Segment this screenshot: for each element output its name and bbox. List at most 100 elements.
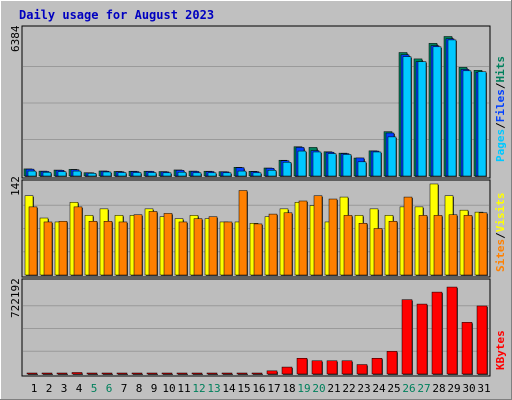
bar-sites <box>133 214 143 276</box>
bar-sites <box>268 213 278 276</box>
bar-pages <box>402 56 412 177</box>
bar-pages <box>252 172 262 177</box>
bar-kbytes <box>296 357 308 375</box>
bar-kbytes-shadow <box>88 374 98 375</box>
bar-sites <box>118 221 128 276</box>
bar-kbytes-shadow <box>178 374 188 375</box>
bar-kbytes <box>311 360 323 375</box>
legend-separator: / <box>494 232 507 239</box>
x-tick-label: 18 <box>282 382 295 395</box>
y-max-middle: 142 <box>9 176 22 196</box>
bar-kbytes <box>446 286 458 375</box>
bar-pages <box>342 154 352 177</box>
bar-sites <box>238 190 248 276</box>
y-max-bottom: 722192 <box>9 278 22 318</box>
bar-kbytes <box>101 372 113 375</box>
x-axis-labels: 1 2 3 4 5 6 7 8 9 10 11 12 13 14 15 16 17 18 19 20 21 22 23 24 2… <box>31 382 491 395</box>
bar-kbytes-shadow <box>238 374 248 375</box>
bar-kbytes <box>371 357 383 375</box>
bar-pages <box>357 161 367 177</box>
bar-pages <box>147 172 157 177</box>
x-tick-label: 11 <box>177 382 190 395</box>
bar-sites <box>148 211 158 276</box>
bar-sites <box>478 212 488 276</box>
x-tick-label: 8 <box>136 382 143 395</box>
bar-pages <box>57 171 67 177</box>
bar-kbytes-shadow <box>43 374 53 375</box>
x-tick-label: 13 <box>207 382 220 395</box>
bar-kbytes <box>401 299 413 375</box>
chart-title: Daily usage for August 2023 <box>19 8 214 22</box>
bar-pages <box>177 171 187 177</box>
bar-kbytes <box>416 303 428 375</box>
bar-kbytes <box>116 372 128 375</box>
x-tick-label: 4 <box>76 382 83 395</box>
x-tick-label: 26 <box>402 382 415 395</box>
x-tick-label: 28 <box>432 382 445 395</box>
bar-pages <box>417 61 427 177</box>
bar-pages <box>87 173 97 177</box>
bar-kbytes <box>326 360 338 375</box>
legend-group: Sites/Visits <box>494 193 507 273</box>
bar-pages <box>102 171 112 177</box>
bar-kbytes <box>431 291 443 375</box>
bar-pages <box>327 153 337 177</box>
bar-sites <box>163 213 173 276</box>
bar-pages <box>297 150 307 177</box>
bar-pages <box>207 172 217 177</box>
bar-pages <box>282 162 292 177</box>
bar-sites <box>448 214 458 276</box>
bar-sites <box>253 223 263 276</box>
bar-kbytes-shadow <box>208 374 218 375</box>
bar-kbytes <box>251 372 263 375</box>
bar-pages <box>192 172 202 177</box>
bar-kbytes-shadow <box>133 374 143 375</box>
x-tick-label: 3 <box>61 382 68 395</box>
bar-kbytes <box>341 360 353 375</box>
x-tick-label: 29 <box>447 382 460 395</box>
bar-kbytes-shadow <box>223 374 233 375</box>
bar-pages <box>462 70 472 177</box>
legend-text: Pages/Files/Hits <box>494 56 507 162</box>
x-tick-label: 24 <box>372 382 386 395</box>
legend-hits: Hits <box>494 56 507 83</box>
bar-sites <box>103 221 113 276</box>
bar-sites <box>313 195 323 276</box>
bar-kbytes <box>281 366 293 375</box>
bar-kbytes <box>386 351 398 375</box>
bar-kbytes <box>356 364 368 375</box>
bar-pages <box>432 46 442 177</box>
bar-sites <box>223 221 233 276</box>
bar-sites <box>433 215 443 276</box>
x-tick-label: 6 <box>106 382 113 395</box>
x-tick-label: 9 <box>151 382 158 395</box>
bar-kbytes-shadow <box>163 374 173 375</box>
bar-kbytes-shadow <box>58 374 68 375</box>
bar-sites <box>388 221 398 276</box>
bar-kbytes <box>41 372 53 375</box>
bar-sites <box>298 200 308 276</box>
bar-sites <box>58 221 68 276</box>
bar-kbytes-shadow <box>103 374 113 375</box>
x-tick-label: 21 <box>327 382 340 395</box>
x-tick-label: 1 <box>31 382 38 395</box>
x-tick-label: 25 <box>387 382 400 395</box>
bar-sites <box>328 198 338 276</box>
bar-kbytes <box>461 322 473 375</box>
bar-kbytes-shadow <box>148 374 158 375</box>
x-tick-label: 30 <box>462 382 475 395</box>
bar-pages <box>372 151 382 177</box>
bar-pages <box>267 170 277 177</box>
bar-sites <box>463 215 473 276</box>
legend-text: Sites/Visits <box>494 193 507 273</box>
legend-text: KBytes <box>494 330 507 370</box>
bar-kbytes <box>176 372 188 375</box>
bar-kbytes <box>191 372 203 375</box>
bar-pages <box>447 39 457 177</box>
bar-kbytes <box>131 372 143 375</box>
bar-sites <box>283 212 293 276</box>
bar-pages <box>72 170 82 177</box>
bar-sites <box>88 221 98 276</box>
legend-files: Files <box>494 89 507 122</box>
